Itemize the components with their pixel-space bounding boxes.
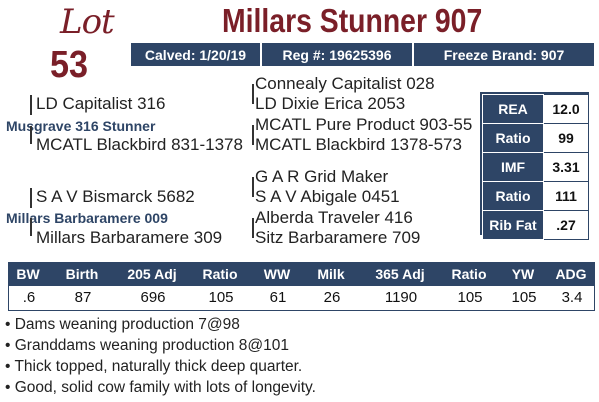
pedigree-line [252,218,254,238]
carcass-row: IMF 3.31 [482,152,589,182]
info-bar: Calved: 1/20/19 Reg #: 19625396 Freeze B… [131,43,594,66]
freeze-brand: Freeze Brand: 907 [443,46,565,63]
carcass-value: 12.0 [543,94,589,124]
performance-value-row: .6 87 696 105 61 26 1190 105 105 3.4 [8,285,595,311]
notes-list: • Dams weaning production 7@98 • Grandda… [5,314,316,398]
perf-value: 3.4 [561,289,583,306]
lot-number: 53 [50,44,89,86]
sire-dam-dam: MCATL Blackbird 1378-573 [255,135,462,154]
sire: Musgrave 316 Stunner [6,118,156,134]
pedigree-line [252,177,254,197]
note-item: • Thick topped, naturally thick deep qua… [5,358,303,375]
pedigree-line [252,125,254,145]
dam-dam-dam: Sitz Barbaramere 709 [255,228,421,247]
perf-header: ADG [555,266,587,282]
perf-header: Ratio [202,266,238,282]
sire-sire: LD Capitalist 316 [36,94,166,113]
perf-value: .6 [22,289,36,306]
dam-dam-sire: Alberda Traveler 416 [255,208,413,227]
pedigree-line [30,188,32,208]
carcass-row: REA 12.0 [482,94,589,124]
dam: Millars Barbaramere 009 [6,210,168,226]
calved-date: Calved: 1/20/19 [144,46,247,63]
note-item: • Granddams weaning production 8@101 [5,337,289,354]
pedigree-line [252,84,254,104]
dam-sire-sire: G A R Grid Maker [255,167,389,186]
carcass-label: Rib Fat [482,210,544,240]
perf-header: 365 Adj [375,266,425,282]
carcass-value: 3.31 [543,152,589,182]
lot-label: Lot [60,2,115,42]
perf-header: YW [511,266,535,282]
dam-sire-dam: S A V Abigale 0451 [255,187,400,206]
perf-header: 205 Adj [127,266,177,282]
perf-value: 105 [457,289,483,306]
note-item: • Good, solid cow family with lots of lo… [5,379,316,396]
carcass-value: .27 [543,210,589,240]
perf-header: BW [16,266,40,282]
carcass-label: IMF [482,152,544,182]
animal-name-title: Millars Stunner 907 [222,2,483,39]
pedigree-line [30,218,32,236]
carcass-label: Ratio [482,123,544,153]
perf-header: Milk [317,266,345,282]
dam-sire: S A V Bismarck 5682 [36,187,195,206]
carcass-row: Ratio 111 [482,181,589,211]
dam-dam: Millars Barbaramere 309 [36,228,223,247]
sire-sire-dam: LD Dixie Erica 2053 [255,94,406,113]
perf-value: 105 [208,289,234,306]
divider [260,43,262,66]
perf-value: 696 [140,289,166,306]
carcass-label: REA [482,94,544,124]
perf-header: WW [263,266,291,282]
carcass-table: REA 12.0 Ratio 99 IMF 3.31 Ratio 111 Rib… [482,94,589,240]
divider [412,43,414,66]
perf-value: 61 [269,289,287,306]
sire-dam: MCATL Blackbird 831-1378 [36,135,243,154]
carcass-row: Rib Fat .27 [482,210,589,240]
note-item: • Dams weaning production 7@98 [5,316,240,333]
performance-header-row: BW Birth 205 Adj Ratio WW Milk 365 Adj R… [8,262,595,285]
perf-header: Birth [65,266,99,282]
sire-dam-sire: MCATL Pure Product 903-55 [255,115,473,134]
carcass-value: 99 [543,123,589,153]
carcass-row: Ratio 99 [482,123,589,153]
perf-value: 105 [511,289,537,306]
carcass-value: 111 [543,181,589,211]
pedigree-line [30,126,32,144]
perf-header: Ratio [451,266,487,282]
pedigree-line [30,95,32,115]
perf-value: 1190 [384,289,418,306]
carcass-label: Ratio [482,181,544,211]
perf-value: 26 [323,289,341,306]
registration-number: Reg #: 19625396 [282,46,392,63]
sire-sire-sire: Connealy Capitalist 028 [255,74,435,93]
perf-value: 87 [74,289,92,306]
